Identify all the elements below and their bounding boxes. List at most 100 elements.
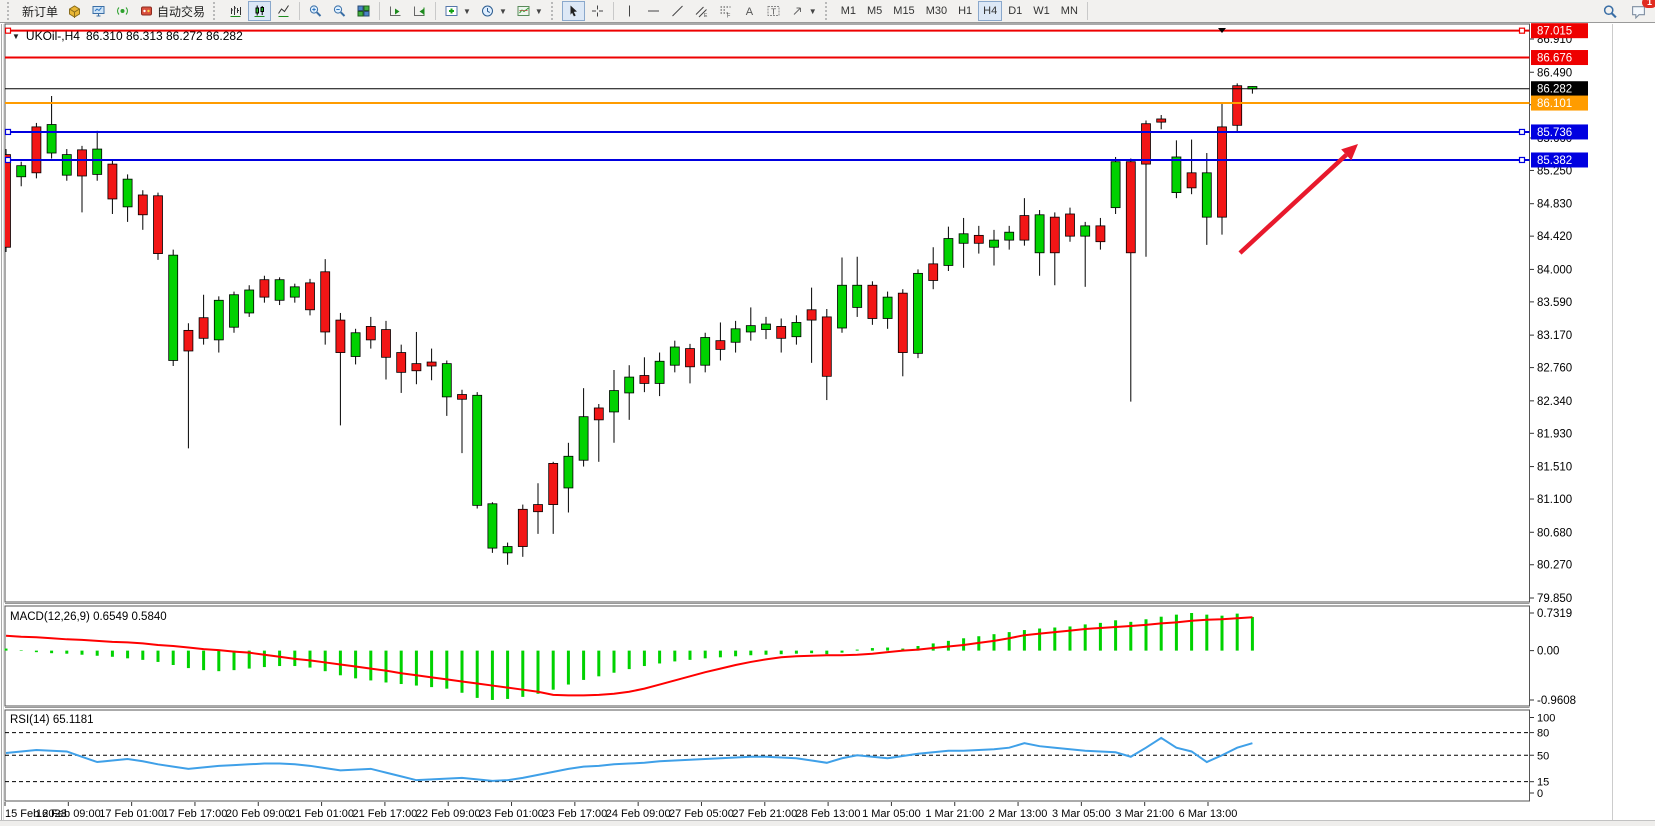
svg-text:85.250: 85.250 [1537, 165, 1572, 177]
toolbar-separator [299, 2, 301, 20]
line-handle[interactable] [4, 27, 12, 34]
svg-text:82.760: 82.760 [1537, 363, 1572, 375]
market-watch-button[interactable] [87, 1, 110, 21]
timeframe-m15-button[interactable]: M15 [888, 1, 919, 21]
svg-text:86.282: 86.282 [1537, 84, 1572, 96]
svg-text:20 Feb 09:00: 20 Feb 09:00 [226, 808, 291, 820]
zoom-out-button[interactable] [328, 1, 351, 21]
bar-chart-button[interactable] [224, 1, 247, 21]
arrows-tool-button[interactable]: ▼ [786, 1, 821, 21]
chart-cube-icon [69, 5, 81, 18]
crosshair-tool-button[interactable] [586, 1, 609, 21]
svg-text:E: E [704, 13, 708, 18]
toolbar-grip[interactable] [824, 2, 832, 20]
new-order-label: 新订单 [22, 4, 59, 19]
svg-text:21 Feb 17:00: 21 Feb 17:00 [352, 808, 417, 820]
text-icon: A [745, 6, 753, 18]
text-label-tool-button[interactable]: T [762, 1, 785, 21]
svg-text:81.100: 81.100 [1537, 494, 1572, 506]
fibonacci-icon: F [720, 6, 731, 19]
rsi-name: RSI(14) [10, 714, 50, 726]
line-handle[interactable] [1518, 27, 1526, 34]
signal-icon [117, 7, 128, 15]
search-button[interactable] [1598, 1, 1622, 21]
timeframe-d1-button[interactable]: D1 [1003, 1, 1027, 21]
timeframe-m30-button[interactable]: M30 [921, 1, 952, 21]
horizontal-line-tool-button[interactable] [642, 1, 665, 21]
quick-trade-collapse-icon[interactable]: ▼ [12, 31, 20, 41]
price-axis[interactable]: 86.91086.49086.08085.66085.25084.83084.4… [1530, 23, 1588, 605]
trendline-icon [671, 5, 683, 17]
chart-window[interactable]: 86.91086.49086.08085.66085.25084.83084.4… [0, 23, 1655, 820]
svg-text:82.340: 82.340 [1537, 396, 1572, 408]
vertical-line-icon [628, 5, 630, 17]
period-button[interactable]: ▼ [476, 1, 511, 21]
toolbar-grip[interactable] [550, 2, 558, 20]
chart-shift-button[interactable] [408, 1, 431, 21]
timeframe-h1-button[interactable]: H1 [953, 1, 977, 21]
vertical-line-tool-button[interactable] [618, 1, 641, 21]
svg-text:85.382: 85.382 [1537, 155, 1572, 167]
channel-tool-button[interactable]: E [690, 1, 713, 21]
cursor-tool-button[interactable] [561, 1, 585, 21]
svg-text:3 Mar 21:00: 3 Mar 21:00 [1115, 808, 1174, 820]
chart-canvas[interactable]: 86.91086.49086.08085.66085.25084.83084.4… [0, 23, 1655, 820]
signals-button[interactable] [111, 1, 134, 21]
line-handle[interactable] [4, 128, 12, 136]
tile-windows-icon [357, 5, 370, 17]
svg-text:84.830: 84.830 [1537, 199, 1572, 211]
svg-text:1 Mar 05:00: 1 Mar 05:00 [862, 808, 921, 820]
svg-text:50: 50 [1537, 750, 1549, 762]
dropdown-caret-icon: ▼ [808, 6, 817, 16]
zoom-out-icon [333, 5, 346, 17]
line-handle[interactable] [1518, 128, 1526, 136]
zoom-in-button[interactable] [304, 1, 327, 21]
add-indicator-button[interactable]: ▼ [440, 1, 475, 21]
toolbar-grip[interactable] [213, 2, 220, 20]
bar-chart-icon [230, 6, 242, 17]
svg-text:23 Feb 17:00: 23 Feb 17:00 [542, 808, 607, 820]
svg-text:F: F [727, 14, 731, 19]
horizontal-level-lines[interactable] [4, 27, 1530, 164]
auto-scroll-button[interactable] [384, 1, 407, 21]
timeframe-mn-button[interactable]: MN [1056, 1, 1083, 21]
svg-text:0.7319: 0.7319 [1537, 608, 1572, 620]
auto-trading-label: 自动交易 [157, 4, 206, 19]
fibonacci-tool-button[interactable]: F [714, 1, 737, 21]
chart-shift-icon [414, 6, 425, 16]
tile-windows-button[interactable] [352, 1, 375, 21]
timeframe-m1-button[interactable]: M1 [836, 1, 861, 21]
timeframe-m5-button[interactable]: M5 [862, 1, 887, 21]
svg-text:84.000: 84.000 [1537, 264, 1572, 276]
chart-object-marker[interactable] [1218, 28, 1226, 33]
svg-text:80.270: 80.270 [1537, 560, 1572, 572]
svg-text:0.00: 0.00 [1537, 646, 1559, 658]
chart-ohlc-readout: 86.310 86.313 86.272 86.282 [85, 29, 243, 43]
timeframe-h4-button[interactable]: H4 [978, 1, 1003, 21]
text-tool-button[interactable]: A [738, 1, 761, 21]
template-button[interactable]: ▼ [512, 1, 547, 21]
rsi-value: 65.1181 [52, 714, 94, 726]
candlestick-chart-button[interactable] [248, 1, 272, 21]
trendline-tool-button[interactable] [666, 1, 689, 21]
svg-text:83.590: 83.590 [1537, 297, 1572, 309]
toolbar-separator [1086, 2, 1088, 20]
notification-badge: 1 [1642, 0, 1655, 8]
line-chart-button[interactable] [272, 1, 295, 21]
new-order-button[interactable]: 新订单 [18, 1, 62, 21]
svg-text:100: 100 [1537, 713, 1555, 725]
svg-text:28 Feb 13:00: 28 Feb 13:00 [796, 808, 861, 820]
monitor-icon [92, 6, 105, 17]
line-handle[interactable] [1518, 156, 1526, 164]
toolbar-grip[interactable] [7, 2, 14, 20]
text-label-icon: T [767, 6, 780, 17]
equidistant-channel-icon: E [695, 6, 708, 18]
toolbar-separator [379, 2, 381, 20]
auto-trading-button[interactable]: 自动交易 [135, 1, 209, 21]
line-handle[interactable] [4, 156, 12, 164]
timeframe-w1-button[interactable]: W1 [1028, 1, 1055, 21]
chart-window-button[interactable] [63, 1, 86, 21]
trend-arrow[interactable] [1238, 144, 1358, 255]
rsi-label: RSI(14) 65.1181 [10, 714, 94, 726]
